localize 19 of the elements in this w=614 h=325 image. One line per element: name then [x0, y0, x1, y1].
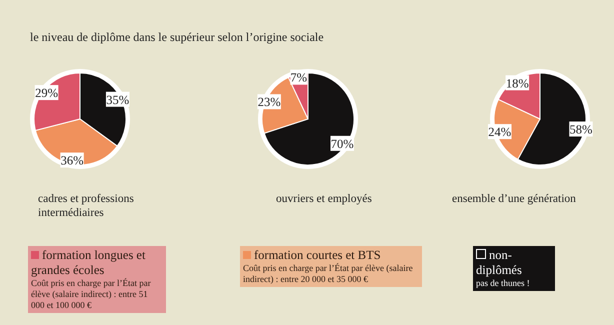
data-label: 70%: [330, 136, 354, 151]
data-label: 35%: [106, 92, 130, 107]
text: ouvriers et employés: [276, 192, 373, 206]
data-label: 18%: [506, 76, 529, 90]
data-label: 24%: [488, 125, 512, 140]
data-label: 58%: [570, 122, 592, 137]
text: Coût pris en charge par l’État par élève (salaire indirect) : entre 20 000 et 35 000 €: [243, 263, 414, 285]
legend-label: formation courtes et BTS: [253, 248, 382, 263]
data-label: 29%: [35, 86, 58, 100]
data-label: 23%: [258, 95, 281, 110]
data-label: 36%: [60, 154, 84, 168]
text: Coût pris en charge par l’État par élève (salaire indirect) : entre 51 000 et 100 000 €: [31, 278, 152, 311]
text: ensemble d’une génération: [452, 192, 577, 206]
chart-title: le niveau de diplôme dans le supérieur selon l’origine sociale: [30, 30, 324, 45]
legend-label: non-diplômés: [476, 248, 523, 278]
data-label: 7%: [290, 70, 308, 85]
text: pas de thunes !: [476, 278, 531, 289]
text: cadres et professions intermédiaires: [38, 192, 135, 220]
legend-label: formation longues et grandes écoles: [31, 248, 146, 278]
